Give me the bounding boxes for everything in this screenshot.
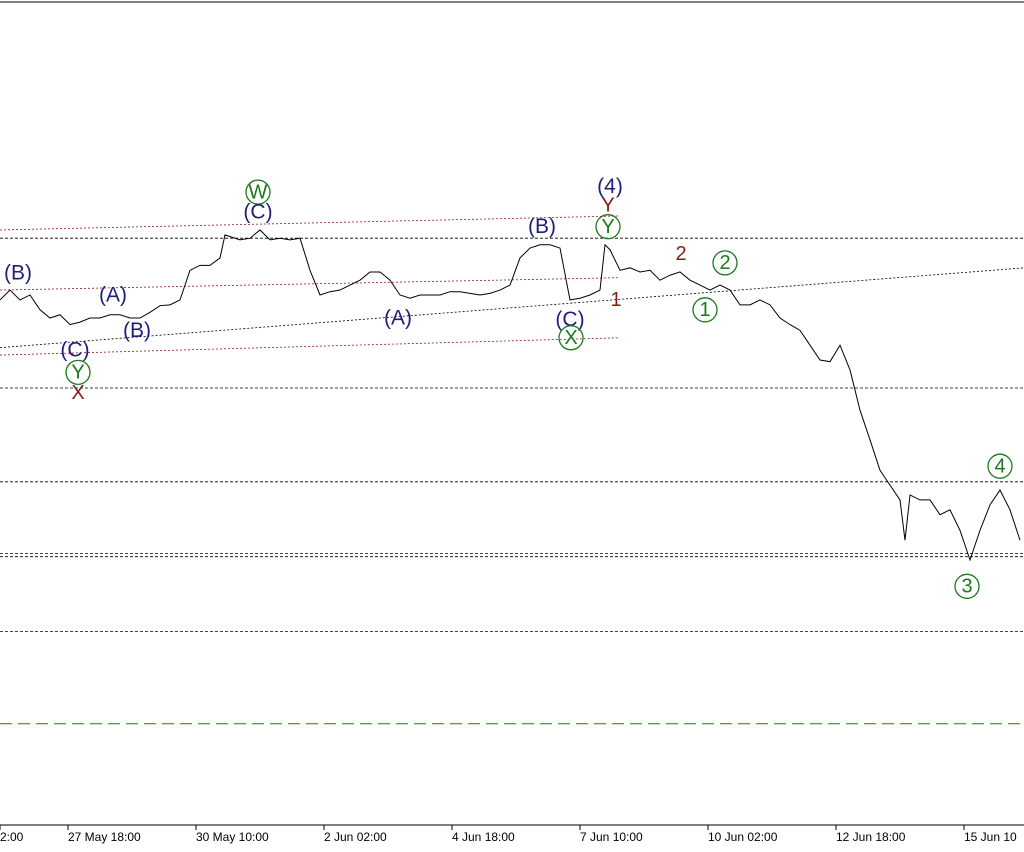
wave-label: X [564,327,577,349]
wave-circle [558,325,584,351]
x-tick-label: 27 May 18:00 [68,830,141,844]
wave-circle [245,179,271,205]
wave-label: 1 [610,289,621,311]
wave-circle [987,453,1013,479]
x-tick-label: 4 Jun 18:00 [452,830,515,844]
wave-label: 1 [699,299,710,321]
wave-circle [595,214,621,240]
wave-label: (B) [528,215,556,238]
wave-label: (C) [555,308,584,331]
wave-label: 2 [675,243,686,265]
wave-label: Y [601,216,614,238]
trend-line [0,337,621,356]
wave-label: Y [71,362,84,384]
trend-line [0,215,621,231]
wave-circle [65,359,91,386]
x-tick-label: 2 Jun 02:00 [324,830,387,844]
x-tick-label: 2:00 [0,830,24,844]
trend-line [0,277,621,291]
x-tick-label: 10 Jun 02:00 [708,830,778,844]
wave-label: Y [601,195,614,217]
wave-label: (B) [123,319,151,342]
wave-label: (A) [99,284,127,307]
wave-circle [692,297,718,323]
wave-label: (4) [597,175,623,198]
wave-label: X [71,382,84,404]
x-tick-label: 12 Jun 18:00 [836,830,906,844]
wave-circle [954,573,980,599]
trend-line [0,267,1024,349]
wave-label: (A) [384,307,412,330]
price-line [0,229,1021,562]
wave-label: (B) [4,261,32,284]
wave-label: W [249,181,268,203]
wave-label: (C) [243,200,272,223]
wave-label: 4 [994,455,1005,477]
wave-label: (C) [60,339,89,362]
x-tick-label: 15 Jun 10 [964,830,1017,844]
wave-label: 2 [719,252,730,274]
wave-circle [712,250,738,276]
x-tick-label: 7 Jun 10:00 [580,830,643,844]
x-tick-label: 30 May 10:00 [196,830,269,844]
wave-label: 3 [961,576,972,598]
